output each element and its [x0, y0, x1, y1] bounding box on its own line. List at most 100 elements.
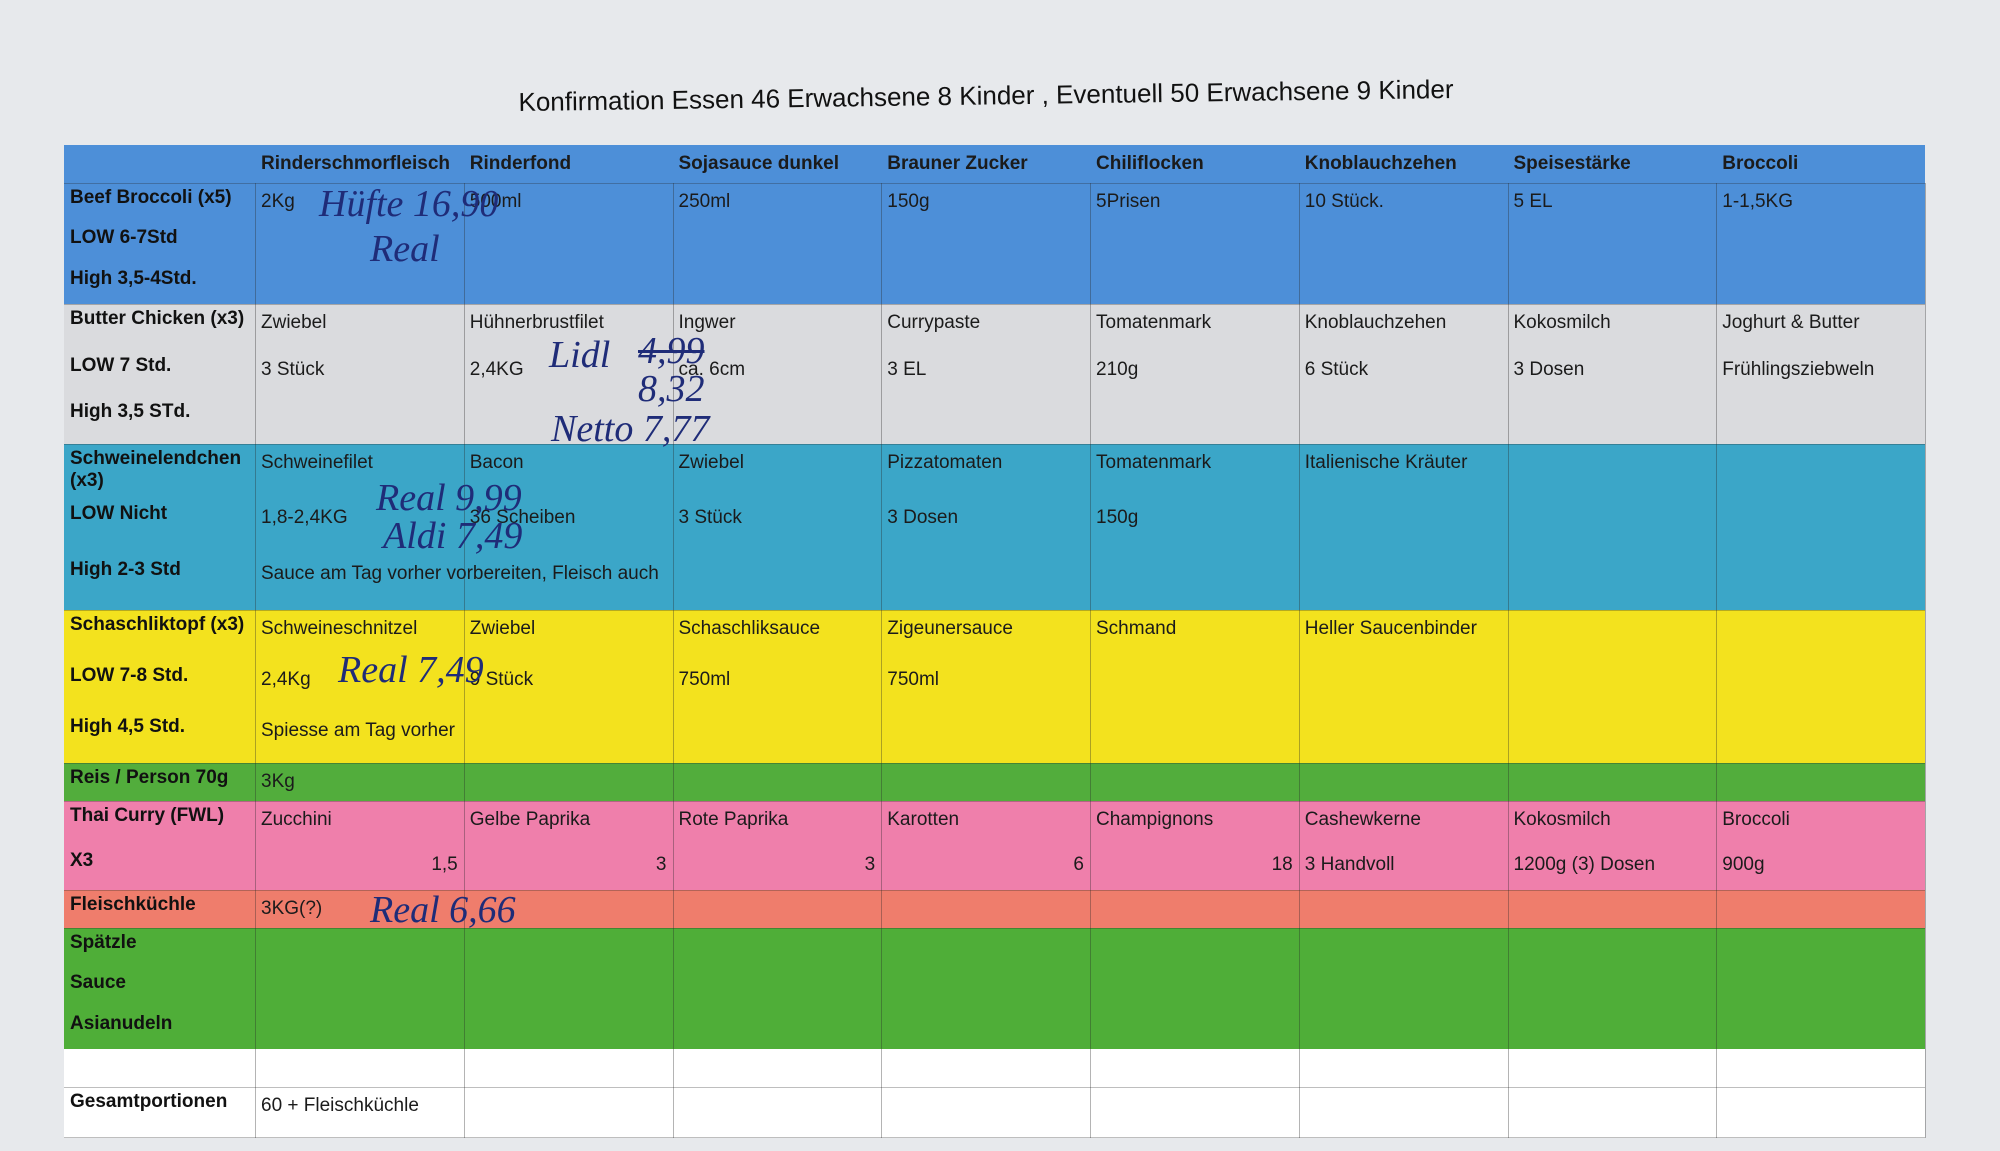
row-label: High 2-3 Std	[70, 558, 181, 580]
cell-text: Cashewkerne	[1304, 809, 1421, 830]
cell-text: 3 EL	[887, 358, 927, 380]
header-cell: Chiliflocken	[1096, 153, 1204, 174]
cell-text: ca. 6cm	[678, 358, 746, 380]
cell-text: 5Prisen	[1096, 191, 1161, 212]
handwritten-note: Real 6,66	[370, 889, 516, 931]
cell-text: 500ml	[469, 191, 522, 212]
row-line	[64, 801, 1925, 802]
cell-text: 3	[655, 853, 667, 875]
section-bg	[64, 928, 1925, 1049]
section-bg	[64, 304, 1925, 444]
cell-text: 6 Stück	[1304, 358, 1369, 380]
row-label: Schaschliktopf (x3)	[70, 614, 245, 635]
section-bg	[64, 610, 1925, 763]
handwritten-note: Real 7,49	[338, 649, 484, 691]
cell-text: 3Kg	[261, 771, 295, 792]
row-line	[64, 610, 1925, 611]
col-line	[1716, 183, 1718, 1138]
cell-text: 150g	[887, 191, 930, 212]
cell-text: Spiesse am Tag vorher	[261, 720, 455, 741]
section-bg	[64, 890, 1925, 928]
cell-text: Kokosmilch	[1513, 809, 1611, 830]
cell-text: 750ml	[678, 669, 731, 690]
cell-text: Pizzatomaten	[887, 452, 1003, 473]
cell-text: 3 Stück	[261, 358, 325, 380]
row-label: Schweinelendchen (x3)	[70, 448, 242, 491]
cell-text: 10 Stück.	[1304, 191, 1384, 212]
cell-text: 1,5	[431, 853, 458, 875]
cell-text: Italienische Kräuter	[1304, 452, 1468, 473]
section-bg	[64, 444, 1925, 610]
cell-text: Zwiebel	[678, 452, 744, 473]
row-label: Gesamtportionen	[70, 1091, 228, 1112]
row-label: Butter Chicken (x3)	[70, 308, 245, 329]
cell-text: Joghurt & Butter	[1722, 312, 1860, 333]
cell-text: 3 Dosen	[887, 507, 959, 529]
cell-text: Schmand	[1096, 618, 1177, 639]
cell-text: Broccoli	[1722, 809, 1790, 830]
header-cell: Brauner Zucker	[887, 153, 1028, 174]
cell-text: 9 Stück	[469, 669, 534, 690]
cell-text: Ingwer	[678, 312, 736, 333]
row-line	[64, 444, 1925, 445]
handwritten-note: 8,32	[638, 368, 705, 410]
row-label: High 4,5 Std.	[70, 716, 186, 737]
cell-text: 2,4KG	[469, 358, 524, 380]
row-label: LOW 6-7Std	[70, 227, 178, 249]
row-label: Fleischküchle	[70, 894, 196, 915]
handwritten-note: Netto 7,77	[551, 408, 710, 450]
cell-text: 3 Dosen	[1513, 358, 1585, 380]
cell-text: Rote Paprika	[678, 809, 789, 830]
cell-text: 3KG(?)	[261, 898, 323, 919]
cell-text: 18	[1271, 853, 1293, 875]
header-cell: Broccoli	[1722, 153, 1799, 174]
cell-text: Frühlingsziebweln	[1722, 358, 1875, 380]
cell-text: 1-1,5KG	[1722, 191, 1794, 212]
cell-text: 3	[864, 853, 876, 875]
cell-text: Bacon	[469, 452, 524, 473]
row-line	[64, 890, 1925, 891]
cell-text: Schaschliksauce	[678, 618, 821, 639]
cell-text: Champignons	[1096, 809, 1214, 830]
cell-text: 36 Scheiben	[469, 507, 576, 529]
cell-text: 3 Stück	[678, 507, 742, 529]
cell-text: 150g	[1096, 507, 1139, 529]
row-line	[64, 1137, 1925, 1138]
table: Rinderschmorfleisch Rinderfond Sojasauce d…	[64, 145, 1926, 1138]
row-label: LOW Nicht	[70, 503, 168, 525]
col-line	[463, 183, 465, 1138]
cell-text: 1,8-2,4KG	[261, 507, 348, 529]
col-line	[1298, 183, 1300, 1138]
title: Konfirmation Essen 46 Erwachsene 8 Kinde…	[518, 73, 1454, 118]
col-line	[672, 183, 674, 1138]
col-line	[1090, 183, 1091, 1138]
handwritten-note: Lidl	[549, 334, 611, 376]
header-cell: Rinderfond	[469, 153, 572, 174]
handwritten-note: Hüfte 16,90	[319, 183, 499, 225]
cell-text: 6	[1073, 853, 1084, 875]
header-cell: Sojasauce dunkel	[678, 153, 840, 174]
col-line	[1925, 183, 1926, 1138]
cell-text: Gelbe Paprika	[469, 809, 591, 830]
section-bg	[64, 763, 1925, 801]
cell-text: 2,4Kg	[261, 669, 311, 690]
cell-text: Knoblauchzehen	[1304, 312, 1447, 333]
section-bg	[64, 183, 1925, 304]
handwritten-note: Real 9,99	[376, 477, 522, 519]
row-label: Sauce	[70, 972, 126, 994]
cell-text: 750ml	[887, 669, 939, 690]
row-label: X3	[70, 849, 94, 871]
row-line	[64, 763, 1925, 764]
section-bg	[64, 1087, 1925, 1138]
cell-text: Zucchini	[261, 809, 332, 830]
header-row	[64, 145, 1925, 183]
row-label: Asianudeln	[70, 1012, 173, 1034]
cell-text: Heller Saucenbinder	[1304, 618, 1477, 639]
col-line	[255, 183, 256, 1138]
section-bg	[64, 801, 1925, 890]
row-line	[64, 928, 1925, 929]
cell-text: Kokosmilch	[1513, 312, 1611, 333]
cell-text: Tomatenmark	[1096, 312, 1212, 333]
col-line	[1507, 183, 1509, 1138]
